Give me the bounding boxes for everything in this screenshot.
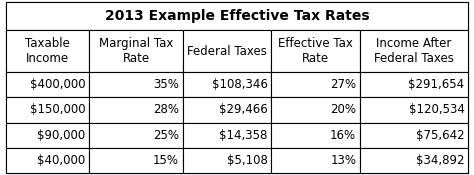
Text: 27%: 27% [330, 78, 356, 91]
Bar [183, 30, 272, 72]
Text: $14,358: $14,358 [219, 129, 268, 142]
Bar [183, 97, 272, 122]
Bar [183, 148, 272, 173]
Text: Federal Taxes: Federal Taxes [187, 45, 267, 58]
Text: Taxable
Income: Taxable Income [25, 37, 70, 65]
Bar [90, 97, 183, 122]
Text: $75,642: $75,642 [416, 129, 465, 142]
Text: 2013 Example Effective Tax Rates: 2013 Example Effective Tax Rates [105, 9, 369, 23]
Bar [360, 122, 468, 148]
Text: Income After
Federal Taxes: Income After Federal Taxes [374, 37, 454, 65]
Bar [360, 72, 468, 97]
Text: 16%: 16% [330, 129, 356, 142]
Bar [90, 30, 183, 72]
Bar [6, 2, 468, 30]
Text: 35%: 35% [153, 78, 179, 91]
Text: $90,000: $90,000 [37, 129, 86, 142]
Text: 20%: 20% [330, 103, 356, 116]
Text: 25%: 25% [153, 129, 179, 142]
Bar [90, 72, 183, 97]
Bar [6, 148, 90, 173]
Bar [272, 148, 360, 173]
Text: 15%: 15% [153, 154, 179, 167]
Text: Marginal Tax
Rate: Marginal Tax Rate [99, 37, 173, 65]
Text: 13%: 13% [330, 154, 356, 167]
Bar [6, 30, 90, 72]
Bar [90, 122, 183, 148]
Text: $40,000: $40,000 [37, 154, 86, 167]
Text: $400,000: $400,000 [30, 78, 86, 91]
Text: Effective Tax
Rate: Effective Tax Rate [278, 37, 353, 65]
Bar [183, 122, 272, 148]
Bar [183, 72, 272, 97]
Text: $5,108: $5,108 [227, 154, 268, 167]
Bar [272, 30, 360, 72]
Bar [272, 122, 360, 148]
Text: $291,654: $291,654 [409, 78, 465, 91]
Bar [6, 122, 90, 148]
Text: $34,892: $34,892 [416, 154, 465, 167]
Bar [6, 97, 90, 122]
Text: $108,346: $108,346 [212, 78, 268, 91]
Text: 28%: 28% [153, 103, 179, 116]
Bar [360, 97, 468, 122]
Bar [272, 72, 360, 97]
Bar [360, 30, 468, 72]
Bar [360, 148, 468, 173]
Text: $120,534: $120,534 [409, 103, 465, 116]
Bar [6, 72, 90, 97]
Bar [272, 97, 360, 122]
Text: $29,466: $29,466 [219, 103, 268, 116]
Bar [90, 148, 183, 173]
Text: $150,000: $150,000 [30, 103, 86, 116]
